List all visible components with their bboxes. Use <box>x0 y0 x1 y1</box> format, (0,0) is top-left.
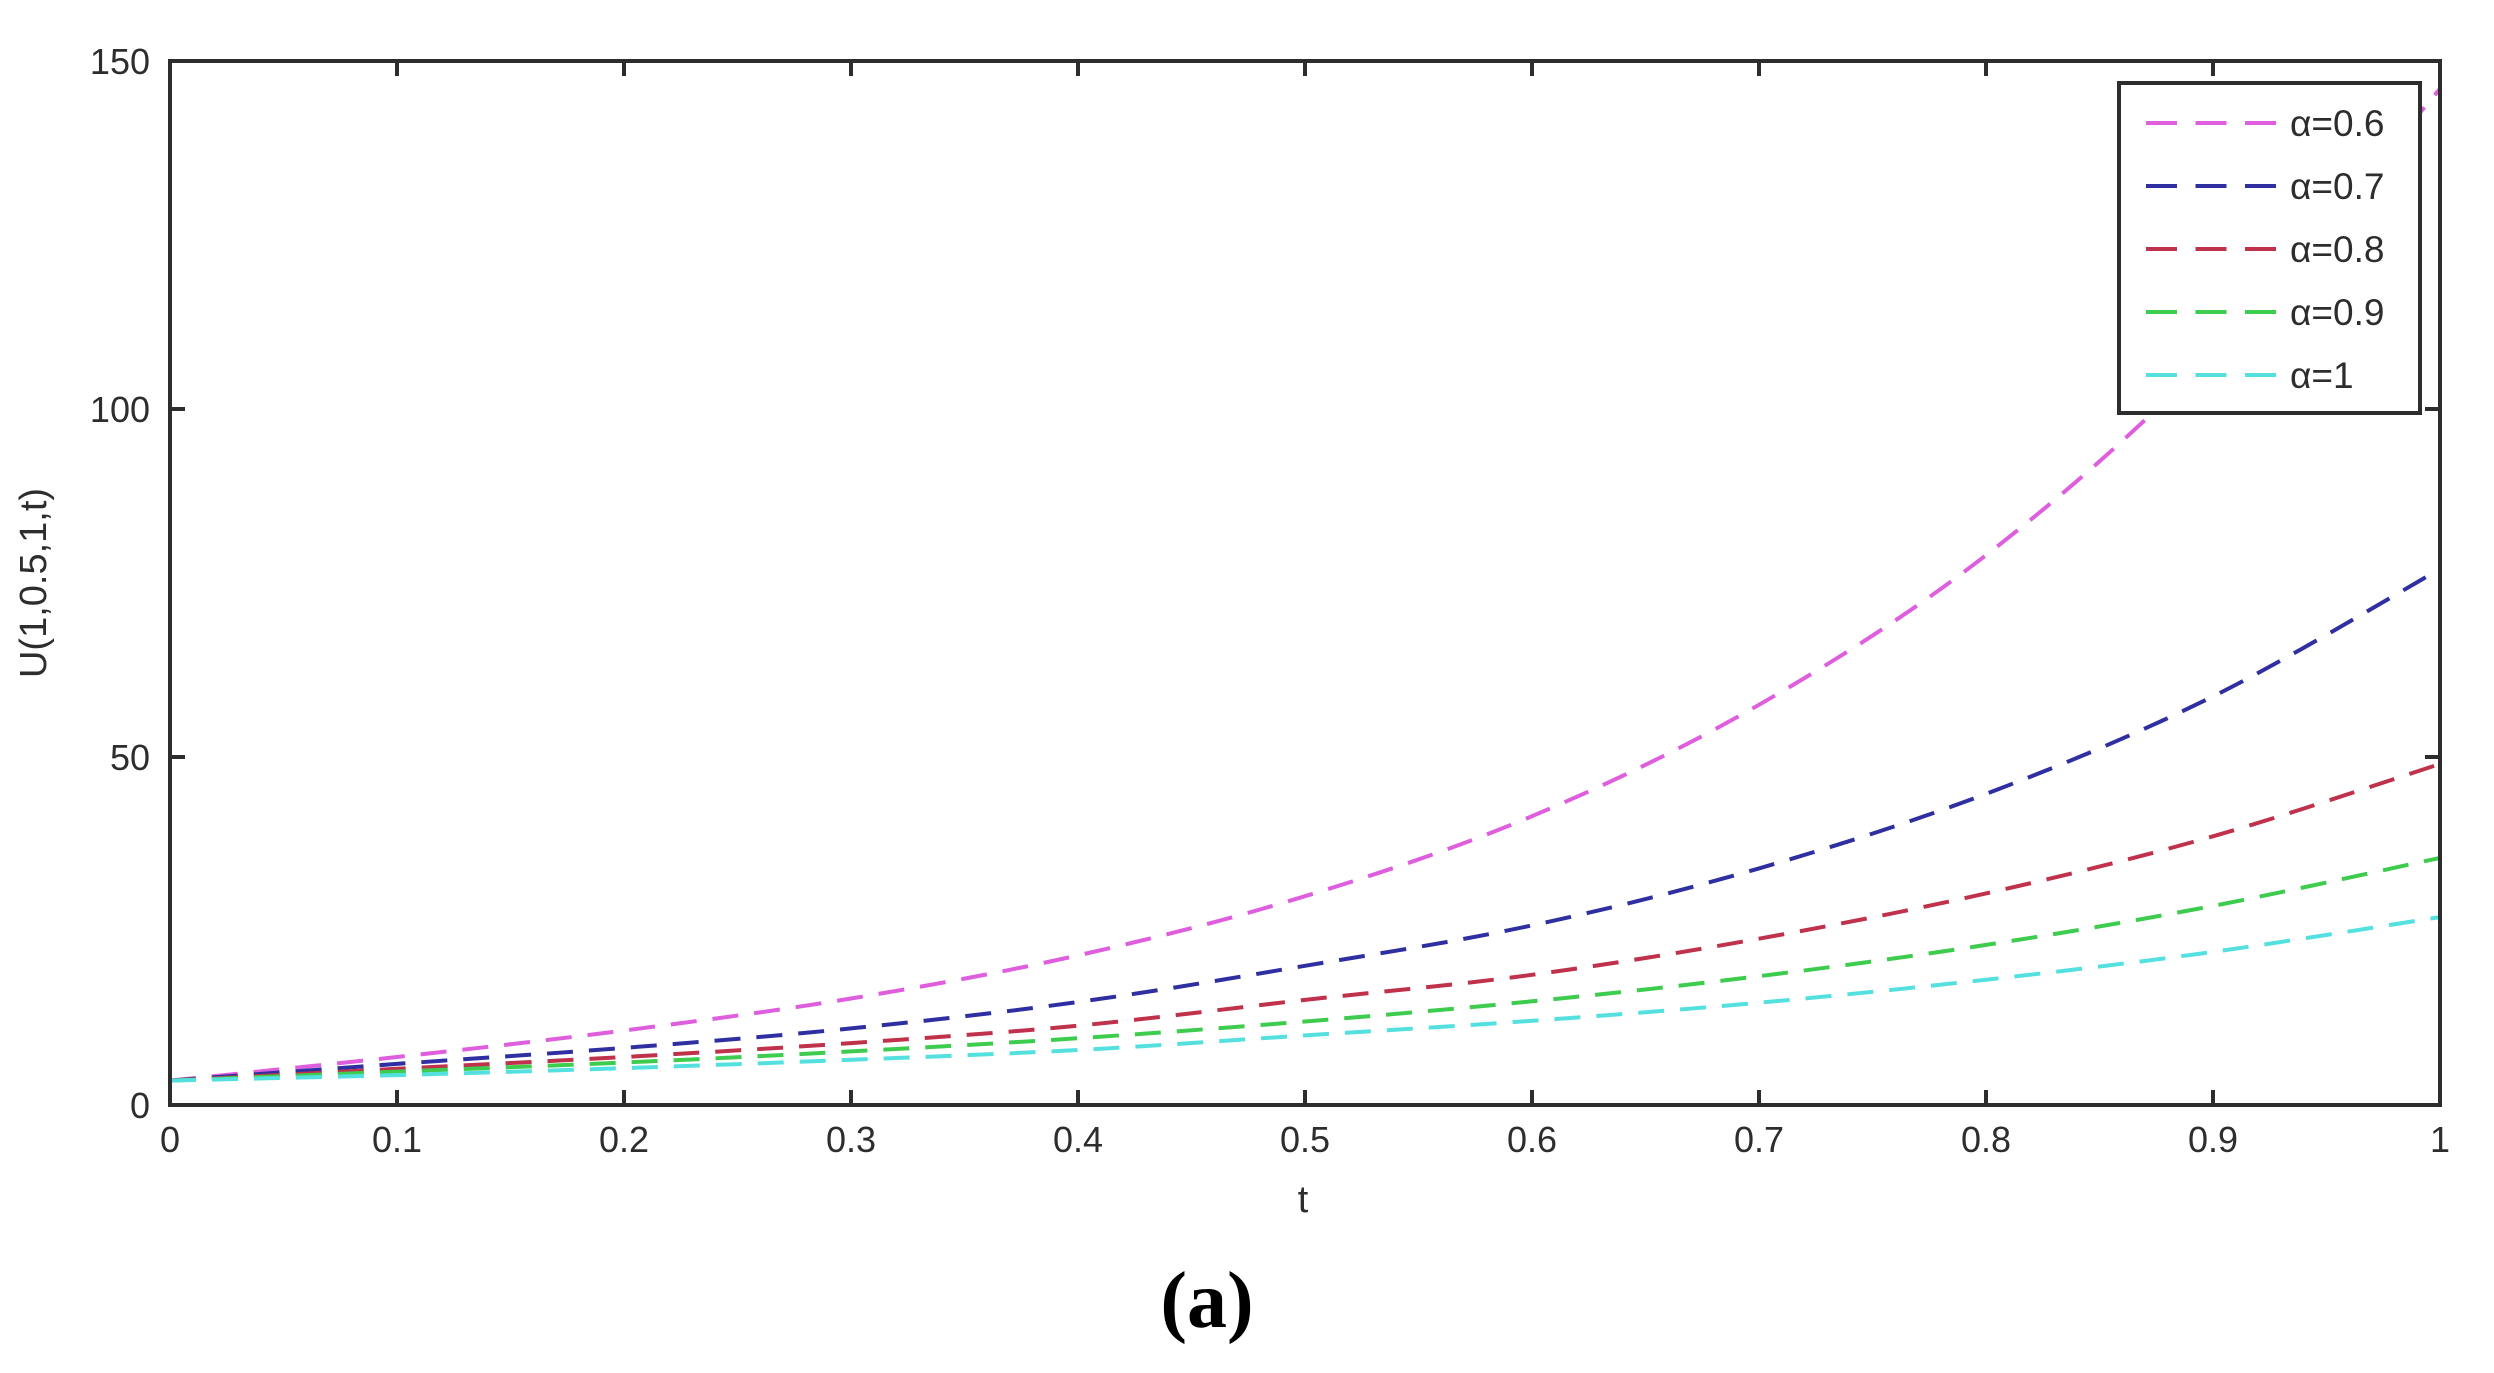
y-axis-label: U(1,0.5,1,t) <box>13 488 55 678</box>
y-axis-tick-label: 0 <box>130 1085 150 1126</box>
series-line-0 <box>169 87 2442 1083</box>
x-axis-tick-label: 0.2 <box>599 1119 649 1160</box>
plot-area: 0 0.1 0.2 0.3 0.4 0.5 0.6 0.7 0.8 0.9 1 0 50 100 150 α=… <box>90 41 2450 1160</box>
x-axis-tick-label: 0.7 <box>1734 1119 1784 1160</box>
plot-box <box>168 59 2442 1107</box>
y-axis-tick-label: 50 <box>110 737 150 778</box>
x-axis-tick-label: 0.3 <box>826 1119 876 1160</box>
x-axis-tick-label: 0 <box>160 1119 180 1160</box>
x-axis-tick-label: 0.9 <box>2188 1119 2238 1160</box>
x-axis-tick-label: 0.8 <box>1961 1119 2011 1160</box>
x-axis-tick-label: 1 <box>2430 1119 2450 1160</box>
figure-caption: (a) <box>1160 1257 1253 1345</box>
y-axis-tick-label: 100 <box>90 389 150 430</box>
legend-entry-label: α=1 <box>2290 355 2354 396</box>
legend-entry-label: α=0.8 <box>2290 229 2384 270</box>
x-axis-label: t <box>1298 1179 1309 1221</box>
x-axis-tick-label: 0.6 <box>1507 1119 1557 1160</box>
y-axis-tick-label: 150 <box>90 41 150 82</box>
legend-entry-label: α=0.9 <box>2290 292 2384 333</box>
legend-entry-label: α=0.6 <box>2290 103 2384 144</box>
series-line-4 <box>169 915 2441 1083</box>
x-axis-tick-label: 0.4 <box>1053 1119 1103 1160</box>
x-axis-tick-label: 0.1 <box>372 1119 422 1160</box>
series-line-2 <box>169 762 2441 1083</box>
series-line-3 <box>169 855 2441 1083</box>
x-axis-tick-label: 0.5 <box>1280 1119 1330 1160</box>
legend-entry-label: α=0.7 <box>2290 166 2384 207</box>
series-line-1 <box>169 567 2441 1083</box>
